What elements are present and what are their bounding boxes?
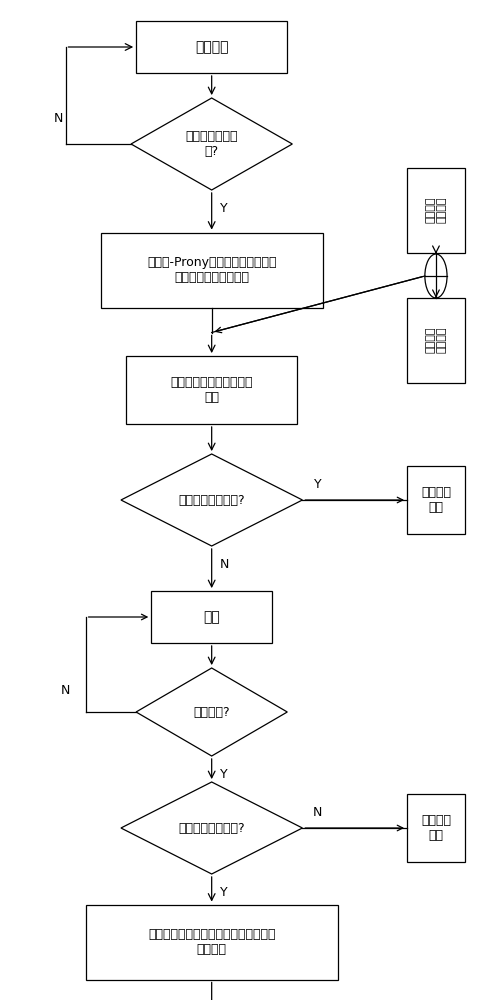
Text: Y: Y — [313, 479, 322, 491]
FancyBboxPatch shape — [407, 794, 465, 862]
Text: 初始零点
估计时间: 初始零点 估计时间 — [425, 197, 447, 223]
Text: N: N — [220, 558, 229, 570]
Text: 是否发生短路故
障?: 是否发生短路故 障? — [185, 130, 238, 158]
FancyBboxPatch shape — [151, 591, 272, 643]
FancyBboxPatch shape — [126, 356, 297, 424]
FancyBboxPatch shape — [136, 21, 287, 73]
FancyBboxPatch shape — [407, 466, 465, 534]
Text: N: N — [313, 806, 322, 820]
Polygon shape — [121, 782, 302, 874]
Text: 开关动作，最佳燃弧时间后到达电流的
目标零点: 开关动作，最佳燃弧时间后到达电流的 目标零点 — [148, 928, 275, 956]
Text: N: N — [53, 112, 62, 125]
Text: 等待: 等待 — [203, 610, 220, 624]
Polygon shape — [131, 98, 292, 190]
Text: N: N — [61, 684, 70, 696]
Text: 直接分断
开关: 直接分断 开关 — [421, 486, 451, 514]
Text: 应用类-Prony模型方法得到短路电
流波形，预测目标零点: 应用类-Prony模型方法得到短路电 流波形，预测目标零点 — [147, 256, 276, 284]
Text: 得到距离目标相位的延时
时间: 得到距离目标相位的延时 时间 — [170, 376, 253, 404]
Text: Y: Y — [220, 886, 228, 898]
Text: 继保命令是否到达?: 继保命令是否到达? — [178, 822, 245, 834]
FancyBboxPatch shape — [101, 232, 323, 308]
Polygon shape — [121, 454, 302, 546]
Text: Y: Y — [220, 202, 228, 215]
Text: Y: Y — [220, 768, 228, 780]
Text: 电流采样: 电流采样 — [195, 40, 228, 54]
Text: 继保命令是否到达?: 继保命令是否到达? — [178, 493, 245, 506]
FancyBboxPatch shape — [86, 904, 338, 980]
FancyBboxPatch shape — [407, 298, 465, 382]
Text: 退出分断
操作: 退出分断 操作 — [421, 814, 451, 842]
Polygon shape — [136, 668, 287, 756]
FancyBboxPatch shape — [407, 167, 465, 252]
Text: 延时到达?: 延时到达? — [194, 706, 230, 718]
Text: 零点精确
估计时间: 零点精确 估计时间 — [425, 327, 447, 353]
